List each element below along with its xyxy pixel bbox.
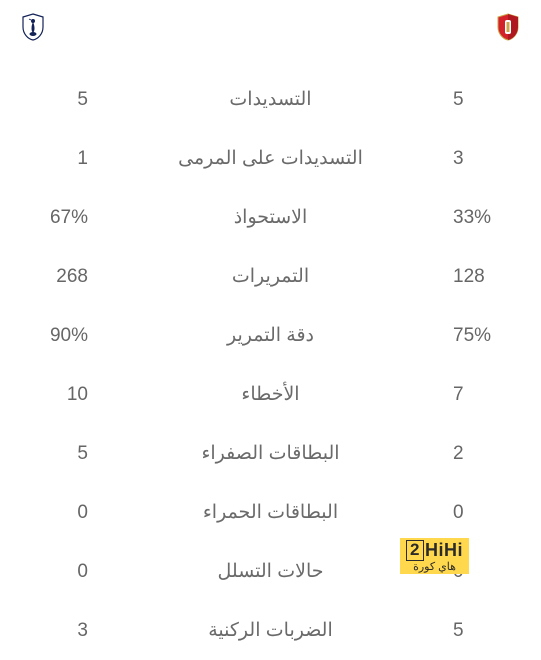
stat-label: التسديدات [88,88,453,111]
stat-right-value: 3 [18,620,88,642]
stat-right-value: 90% [18,325,88,347]
stat-row: 7 الأخطاء 10 [18,365,523,424]
stat-left-value: 128 [453,266,523,288]
tottenham-icon [18,12,48,42]
watermark: HiHi2 هاي كورة [400,538,469,574]
stat-right-value: 5 [18,89,88,111]
arsenal-icon [493,12,523,42]
stat-left-value: 0 [453,502,523,524]
stat-label: البطاقات الصفراء [88,442,453,465]
stat-left-value: 5 [453,620,523,642]
stat-right-value: 67% [18,207,88,229]
stat-row: 33% الاستحواذ 67% [18,188,523,247]
stat-row: 0 البطاقات الحمراء 0 [18,483,523,542]
stat-label: دقة التمرير [88,324,453,347]
watermark-bottom: هاي كورة [406,561,463,573]
stat-label: الاستحواذ [88,206,453,229]
stat-left-value: 7 [453,384,523,406]
stat-row: 3 التسديدات على المرمى 1 [18,129,523,188]
stat-label: التسديدات على المرمى [88,147,453,170]
stat-label: التمريرات [88,265,453,288]
stat-left-value: 2 [453,443,523,465]
watermark-top: HiHi2 [406,540,463,561]
stat-label: الضربات الركنية [88,619,453,642]
stat-label: الأخطاء [88,383,453,406]
team-left-logo [493,12,523,42]
stat-left-value: 3 [453,148,523,170]
watermark-text-b: 2 [406,540,424,561]
stat-label: حالات التسلل [88,560,453,583]
watermark-text-a: HiHi [425,541,463,561]
team-right-logo [18,12,48,42]
stat-left-value: 33% [453,207,523,229]
header [18,12,523,42]
stat-right-value: 0 [18,502,88,524]
stat-row: 75% دقة التمرير 90% [18,306,523,365]
stat-row: 2 البطاقات الصفراء 5 [18,424,523,483]
stat-right-value: 1 [18,148,88,170]
stat-right-value: 10 [18,384,88,406]
stat-right-value: 5 [18,443,88,465]
stat-row: 128 التمريرات 268 [18,247,523,306]
stat-label: البطاقات الحمراء [88,501,453,524]
stat-right-value: 268 [18,266,88,288]
stat-row: 5 التسديدات 5 [18,70,523,129]
stat-row: 5 الضربات الركنية 3 [18,601,523,660]
stat-right-value: 0 [18,561,88,583]
stat-left-value: 5 [453,89,523,111]
stat-left-value: 75% [453,325,523,347]
